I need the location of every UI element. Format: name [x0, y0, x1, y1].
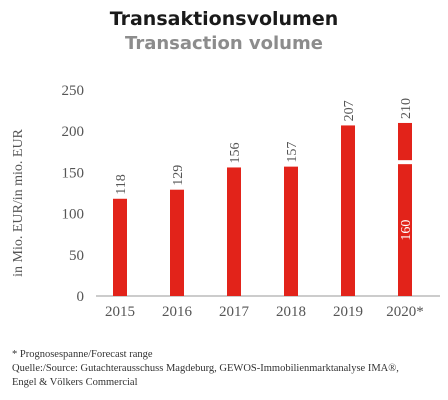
x-tick-label: 2015 [105, 304, 135, 320]
data-label-2019: 207 [342, 100, 357, 121]
y-tick-label: 250 [62, 83, 85, 99]
bar-2018 [284, 166, 298, 296]
y-axis-label: in Mio. EUR/in mio. EUR [11, 128, 26, 276]
y-tick-label: 0 [77, 289, 85, 305]
chart-subtitle: Transaction volume [125, 33, 323, 54]
bar-2019 [341, 125, 355, 296]
y-tick-label: 100 [62, 207, 85, 223]
data-label-low-2020*: 160 [399, 220, 414, 241]
bar-2016 [170, 189, 184, 296]
x-tick-label: 2019 [333, 304, 363, 320]
bar-2015 [113, 198, 127, 296]
chart-notes: * Prognosespanne/Forecast range Quelle:/… [12, 348, 442, 390]
x-tick-label: 2018 [276, 304, 306, 320]
x-tick-label: 2020* [386, 304, 424, 320]
bar-range-2020* [398, 122, 412, 161]
data-label-2018: 157 [285, 142, 300, 163]
source-line-1: Quelle:/Source: Gutachterausschuss Magde… [12, 363, 399, 374]
data-label-2016: 129 [171, 165, 186, 186]
chart-title: Transaktionsvolumen [109, 8, 339, 30]
data-label-2015: 118 [114, 174, 129, 194]
data-label-2017: 156 [228, 142, 243, 163]
bar-2017 [227, 167, 241, 296]
x-tick-label: 2016 [162, 304, 193, 320]
data-label-2020*: 210 [399, 98, 414, 119]
bar-2020* [398, 164, 412, 296]
y-tick-label: 50 [69, 248, 84, 264]
footnote: * Prognosespanne/Forecast range [12, 349, 153, 360]
y-tick-label: 200 [62, 124, 85, 140]
x-tick-label: 2017 [219, 304, 250, 320]
source-line-2: Engel & Völkers Commercial [12, 377, 138, 388]
y-tick-label: 150 [62, 165, 85, 181]
